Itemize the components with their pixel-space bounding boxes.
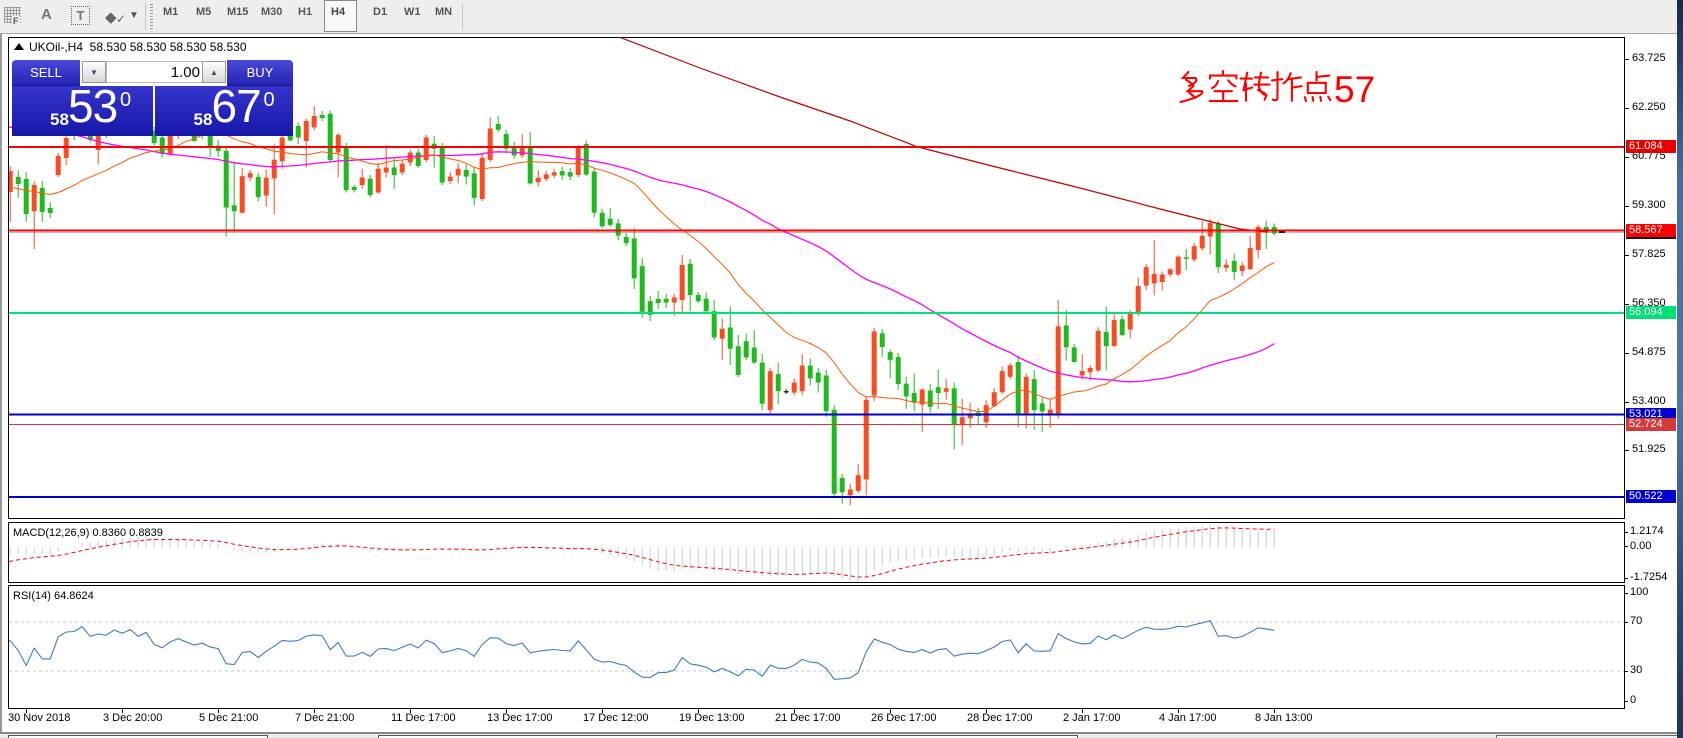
svg-text:57: 57	[1334, 69, 1375, 110]
